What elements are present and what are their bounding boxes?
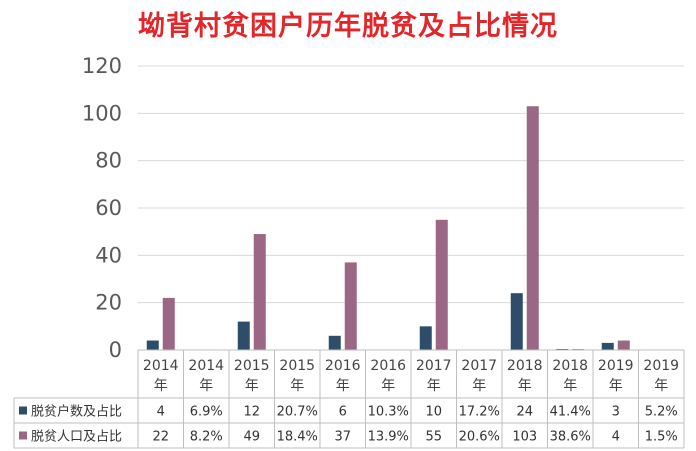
data-label: 13.9% bbox=[368, 430, 409, 445]
data-label: 10.3% bbox=[368, 405, 409, 420]
x-tick-label: 年 bbox=[472, 378, 486, 394]
x-tick-label: 年 bbox=[518, 378, 532, 394]
data-label: 12 bbox=[243, 405, 260, 420]
x-tick-label: 2015 bbox=[234, 358, 270, 374]
data-label: 5.2% bbox=[645, 405, 678, 420]
x-tick-label: 2014 bbox=[188, 358, 224, 374]
bar bbox=[237, 321, 250, 350]
data-label: 37 bbox=[334, 430, 351, 445]
legend-swatch bbox=[19, 431, 27, 440]
y-tick-label: 40 bbox=[95, 243, 122, 267]
x-tick-label: 年 bbox=[381, 378, 395, 394]
x-tick-label: 2019 bbox=[598, 358, 634, 374]
data-label: 8.2% bbox=[190, 430, 223, 445]
y-tick-label: 80 bbox=[95, 149, 122, 173]
x-tick-label: 2016 bbox=[370, 358, 406, 374]
data-label: 20.7% bbox=[277, 405, 318, 420]
data-label: 24 bbox=[516, 405, 533, 420]
x-tick-label: 年 bbox=[563, 378, 577, 394]
x-tick-label: 2015 bbox=[279, 358, 315, 374]
data-label: 4 bbox=[157, 405, 165, 420]
data-label: 22 bbox=[152, 430, 169, 445]
bar bbox=[510, 293, 523, 350]
y-tick-label: 0 bbox=[109, 338, 122, 362]
y-tick-label: 60 bbox=[95, 196, 122, 220]
bar bbox=[617, 340, 630, 350]
x-tick-label: 年 bbox=[154, 378, 168, 394]
x-tick-label: 2014 bbox=[143, 358, 179, 374]
data-label: 17.2% bbox=[459, 405, 500, 420]
data-label: 41.4% bbox=[550, 405, 591, 420]
bar bbox=[328, 335, 341, 350]
data-label: 4 bbox=[612, 430, 620, 445]
data-label: 3 bbox=[612, 405, 620, 420]
legend-swatch bbox=[19, 406, 27, 415]
data-label: 20.6% bbox=[459, 430, 500, 445]
data-label: 55 bbox=[425, 430, 442, 445]
x-tick-label: 2018 bbox=[552, 358, 588, 374]
x-tick-label: 2017 bbox=[416, 358, 452, 374]
data-label: 6.9% bbox=[190, 405, 223, 420]
x-tick-label: 年 bbox=[245, 378, 259, 394]
bar bbox=[162, 297, 175, 350]
chart-title: 坳背村贫困户历年脱贫及占比情况 bbox=[138, 11, 558, 42]
x-tick-label: 2016 bbox=[325, 358, 361, 374]
y-tick-label: 120 bbox=[82, 54, 122, 78]
bar bbox=[344, 262, 357, 350]
data-label: 103 bbox=[512, 430, 537, 445]
x-tick-label: 2017 bbox=[461, 358, 497, 374]
data-label: 10 bbox=[425, 405, 442, 420]
x-tick-label: 年 bbox=[336, 378, 350, 394]
data-label: 49 bbox=[243, 430, 260, 445]
legend-label: 脱贫户数及占比 bbox=[31, 404, 122, 420]
x-tick-label: 2018 bbox=[507, 358, 543, 374]
x-tick-label: 年 bbox=[199, 378, 213, 394]
bar bbox=[526, 106, 539, 350]
x-tick-label: 年 bbox=[427, 378, 441, 394]
x-tick-label: 2019 bbox=[643, 358, 679, 374]
data-label: 1.5% bbox=[645, 430, 678, 445]
data-label: 18.4% bbox=[277, 430, 318, 445]
data-label: 38.6% bbox=[550, 430, 591, 445]
y-tick-label: 20 bbox=[95, 291, 122, 315]
bar bbox=[146, 340, 159, 350]
y-tick-label: 100 bbox=[82, 101, 122, 125]
x-tick-label: 年 bbox=[609, 378, 623, 394]
legend-label: 脱贫人口及占比 bbox=[31, 429, 122, 445]
bar bbox=[435, 219, 448, 350]
x-tick-label: 年 bbox=[654, 378, 668, 394]
bar bbox=[253, 234, 266, 350]
bar bbox=[601, 342, 614, 350]
bar bbox=[419, 326, 432, 350]
x-tick-label: 年 bbox=[290, 378, 304, 394]
data-label: 6 bbox=[339, 405, 347, 420]
